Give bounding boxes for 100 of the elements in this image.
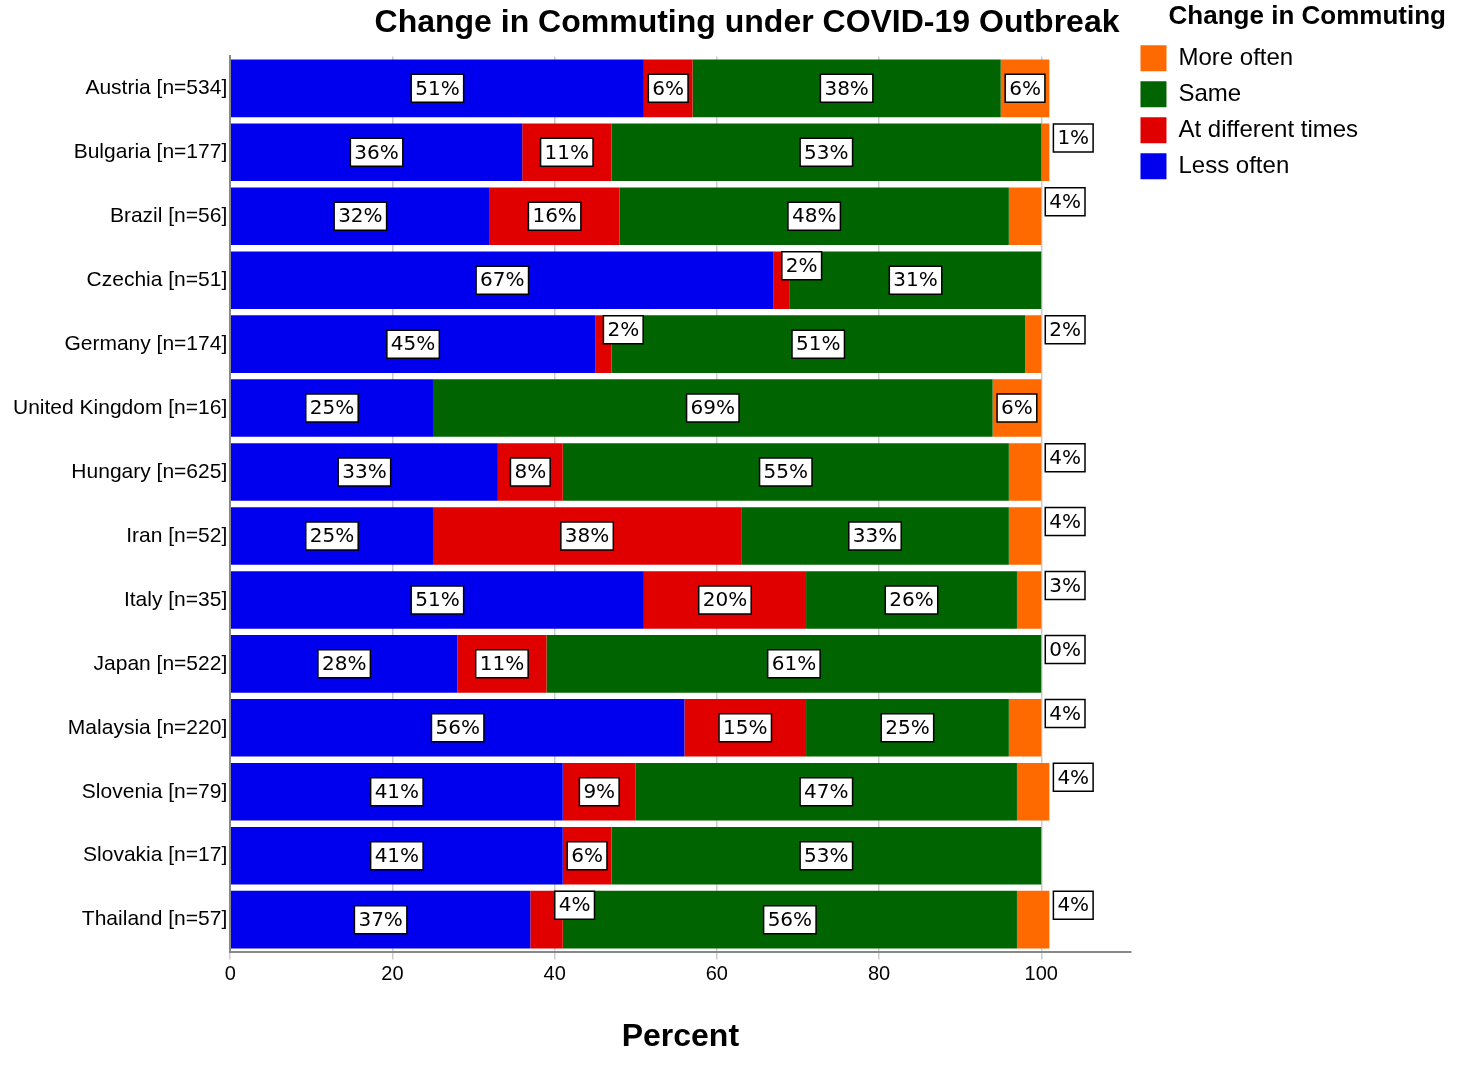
data-label: 47% xyxy=(804,778,849,803)
bar xyxy=(230,571,644,629)
data-label: 41% xyxy=(374,842,420,867)
data-label: 69% xyxy=(690,395,736,420)
chart-title: Change in Commuting under COVID-19 Outbreak xyxy=(374,3,1120,40)
data-label: 6% xyxy=(571,842,603,867)
data-label: 25% xyxy=(885,715,930,739)
legend-label: Same xyxy=(1178,78,1242,106)
data-label: 45% xyxy=(390,331,436,356)
data-label: 48% xyxy=(791,203,837,228)
bar xyxy=(1016,571,1042,629)
data-label: 1% xyxy=(1057,125,1090,150)
y-tick-label: Germany [n=174] xyxy=(64,330,228,354)
bar xyxy=(562,443,1009,501)
x-tick-label: 40 xyxy=(543,962,566,985)
bar xyxy=(230,826,563,885)
data-label: 8% xyxy=(514,459,547,484)
data-label: 33% xyxy=(852,523,898,548)
data-label: 33% xyxy=(342,459,387,484)
data-label: 20% xyxy=(702,587,748,612)
y-tick-label: Czechia [n=51] xyxy=(86,267,228,290)
data-label: 3% xyxy=(1049,572,1081,597)
bar xyxy=(1008,187,1042,246)
legend-title: Change in Commuting xyxy=(1168,0,1446,31)
data-label: 53% xyxy=(804,842,849,867)
data-label: 53% xyxy=(804,139,849,164)
bar xyxy=(611,315,1026,373)
data-label: 4% xyxy=(1057,892,1090,917)
bar xyxy=(230,123,523,182)
bar xyxy=(432,379,993,437)
data-label: 4% xyxy=(558,892,591,917)
y-tick-label: Iran [n=52] xyxy=(126,522,228,546)
x-tick-label: 0 xyxy=(224,962,236,985)
bar xyxy=(1008,699,1042,757)
bar xyxy=(230,699,685,757)
bar xyxy=(230,251,774,309)
data-label: 2% xyxy=(785,253,818,278)
bar xyxy=(611,826,1042,885)
y-tick-label: United Kingdom [n=16] xyxy=(12,394,228,418)
data-label: 51% xyxy=(796,331,841,356)
data-label: 31% xyxy=(893,267,938,292)
data-label: 56% xyxy=(435,715,480,739)
bar xyxy=(741,507,1009,565)
data-label: 51% xyxy=(415,75,460,100)
bar xyxy=(1008,443,1042,501)
data-label: 4% xyxy=(1057,764,1090,789)
data-label: 55% xyxy=(763,459,809,484)
data-label: 15% xyxy=(723,715,768,739)
data-label: 2% xyxy=(607,316,640,341)
data-label: 2% xyxy=(1049,316,1081,341)
data-label: 37% xyxy=(358,906,403,931)
y-tick-label: Japan [n=522] xyxy=(93,650,228,674)
x-tick-label: 100 xyxy=(1024,962,1058,985)
data-label: 25% xyxy=(309,395,355,420)
y-tick-label: Bulgaria [n=177] xyxy=(73,139,228,163)
data-label: 4% xyxy=(1049,444,1081,469)
data-label: 4% xyxy=(1049,189,1081,214)
data-label: 36% xyxy=(354,139,399,164)
data-label: 6% xyxy=(1009,75,1041,100)
bar xyxy=(692,59,1001,118)
data-label: 26% xyxy=(889,587,934,612)
x-tick-label: 80 xyxy=(867,962,891,985)
data-label: 32% xyxy=(338,203,383,228)
data-label: 9% xyxy=(583,778,616,803)
bar xyxy=(1008,507,1042,565)
x-tick-label: 20 xyxy=(381,962,404,985)
data-label: 38% xyxy=(824,75,869,100)
data-label: 41% xyxy=(374,778,420,803)
legend-label: Less often xyxy=(1178,150,1290,178)
y-tick-label: Malaysia [n=220] xyxy=(67,714,228,738)
data-label: 6% xyxy=(1001,395,1033,420)
data-label: 11% xyxy=(479,651,525,676)
bar xyxy=(611,123,1042,182)
y-tick-label: Italy [n=35] xyxy=(123,586,228,610)
y-tick-label: Slovakia [n=17] xyxy=(83,842,228,866)
data-label: 0% xyxy=(1049,636,1081,661)
x-axis-title: Percent xyxy=(621,1016,740,1053)
data-label: 4% xyxy=(1049,700,1081,725)
y-tick-label: Hungary [n=625] xyxy=(71,458,228,482)
data-label: 56% xyxy=(767,906,813,931)
bar xyxy=(230,59,644,118)
y-tick-label: Thailand [n=57] xyxy=(81,906,228,930)
bar xyxy=(230,762,563,821)
bar xyxy=(1016,890,1050,949)
data-label: 25% xyxy=(309,523,355,548)
bar xyxy=(619,187,1009,246)
y-tick-label: Slovenia [n=79] xyxy=(81,778,228,802)
bar xyxy=(230,890,531,949)
bar xyxy=(432,507,742,565)
bar xyxy=(1025,315,1042,373)
data-label: 16% xyxy=(532,203,577,228)
y-tick-label: Austria [n=534] xyxy=(85,75,228,99)
data-label: 61% xyxy=(771,651,817,676)
bar xyxy=(1041,123,1050,182)
bar xyxy=(230,315,596,373)
data-label: 28% xyxy=(321,651,367,676)
bar xyxy=(230,187,490,246)
x-tick-label: 60 xyxy=(705,962,728,985)
bar xyxy=(230,443,498,501)
data-label: 4% xyxy=(1049,508,1081,533)
